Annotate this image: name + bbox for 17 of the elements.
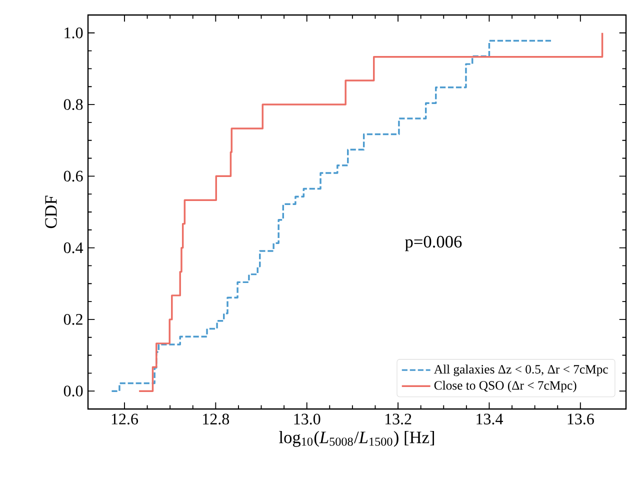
y-tick-label: 0.8 xyxy=(64,99,83,110)
legend-label: All galaxies Δz < 0.5, Δr < 7cMpc xyxy=(434,364,608,376)
legend-label: Close to QSO (Δr < 7cMpc) xyxy=(434,380,576,392)
y-tick-label: 0.4 xyxy=(64,242,84,254)
x-tick-label: 12.8 xyxy=(203,414,230,425)
y-tick-label: 0.2 xyxy=(64,314,82,325)
y-axis-title: CDF xyxy=(45,196,57,228)
x-tick-label: 13.0 xyxy=(294,414,320,425)
x-tick-label: 13.2 xyxy=(385,414,412,425)
y-tick-label: 1.0 xyxy=(64,27,83,38)
y-tick-label: 0.0 xyxy=(64,386,83,397)
y-tick-label: 0.6 xyxy=(64,170,83,182)
x-tick-label: 13.4 xyxy=(476,414,503,425)
x-tick-label: 12.6 xyxy=(112,414,138,425)
text: log$_{10}$(L$_{5008}$/L$_{1500}$) [Hz] xyxy=(279,431,434,447)
x-tick-label: 13.6 xyxy=(568,414,594,425)
annotation: p=0.006 xyxy=(405,236,462,252)
